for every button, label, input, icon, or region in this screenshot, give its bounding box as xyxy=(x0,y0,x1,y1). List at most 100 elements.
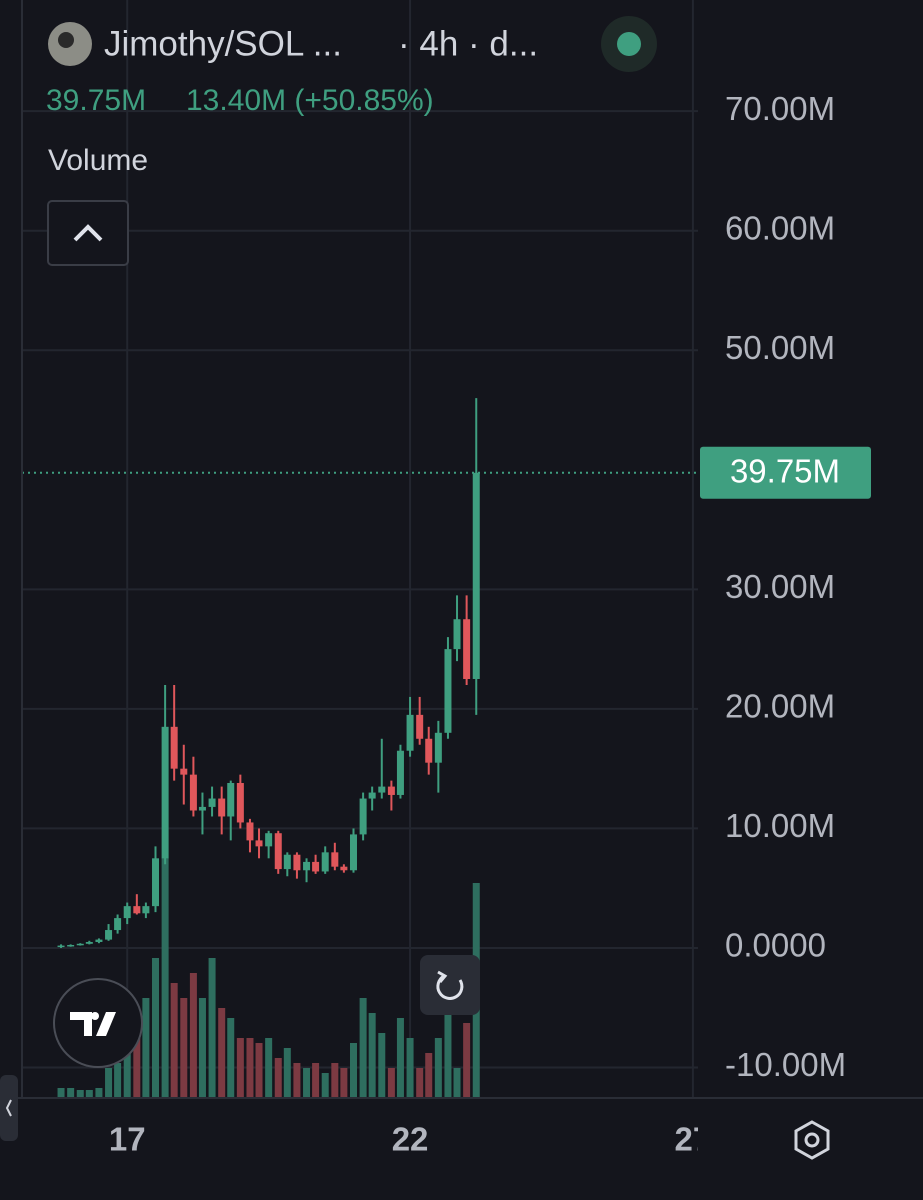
chevron-up xyxy=(73,224,103,242)
candle-body xyxy=(67,944,75,947)
volume-bar xyxy=(236,1038,244,1098)
volume-bar xyxy=(246,1038,254,1098)
candle-layer xyxy=(22,398,698,948)
candle-body xyxy=(152,858,160,907)
volume-bar xyxy=(349,1043,357,1098)
candle-body xyxy=(416,714,424,739)
last-price: 39.75M xyxy=(46,84,146,117)
x-tick-label: 27 xyxy=(675,1121,712,1158)
candle-body xyxy=(255,840,263,847)
volume-bar xyxy=(283,1048,291,1098)
volume-bar xyxy=(180,998,188,1098)
candle-body xyxy=(434,732,442,763)
volume-bar xyxy=(340,1068,348,1098)
candle-body xyxy=(180,768,188,775)
volume-bar xyxy=(152,958,160,1098)
volume-bar xyxy=(425,1053,433,1098)
volume-bar xyxy=(133,1028,141,1098)
volume-bar xyxy=(123,1038,131,1098)
candle-body xyxy=(378,786,386,793)
volume-bar xyxy=(453,1068,461,1098)
pair-name[interactable]: Jimothy/SOL ... xyxy=(104,24,342,63)
volume-bar xyxy=(368,1013,376,1098)
volume-bar xyxy=(265,1038,273,1098)
volume-bar xyxy=(444,1003,452,1098)
candle-body xyxy=(425,738,433,763)
reset-button[interactable] xyxy=(420,955,480,1015)
side-tab[interactable] xyxy=(0,1075,18,1141)
volume-bar xyxy=(463,1023,471,1098)
candle-body xyxy=(198,806,206,811)
settings-icon-center xyxy=(804,1132,820,1148)
tv-logo-mark xyxy=(70,1012,116,1036)
candle-body xyxy=(57,945,65,948)
candle-body xyxy=(170,726,178,769)
candle-body xyxy=(444,649,452,733)
indicator-name: Volume xyxy=(48,144,148,177)
x-tick-label: 22 xyxy=(392,1121,429,1158)
candle-body xyxy=(208,798,216,807)
volume-bar xyxy=(274,1058,282,1098)
volume-bar xyxy=(321,1073,329,1098)
candle-body xyxy=(359,798,367,835)
volume-bar xyxy=(189,973,197,1098)
candle-body xyxy=(85,941,93,944)
candle-body xyxy=(142,906,150,914)
volume-bar xyxy=(170,983,178,1098)
volume-bar xyxy=(218,1008,226,1098)
interval[interactable]: · 4h · d... xyxy=(398,24,538,63)
candle-body xyxy=(340,866,348,871)
last-price-badge xyxy=(700,446,871,499)
candle-body xyxy=(463,619,471,680)
candle-body xyxy=(312,861,320,872)
x-axis: 17 22 27 xyxy=(109,1121,712,1158)
candle-body xyxy=(227,783,235,817)
candle-body xyxy=(114,918,122,931)
candle-body xyxy=(303,861,311,871)
volume-bar xyxy=(161,858,169,1098)
volume-bar xyxy=(255,1043,263,1098)
x-tick-label: 17 xyxy=(109,1121,146,1158)
candle-body xyxy=(133,906,141,914)
candle-body xyxy=(189,774,197,811)
candle-body xyxy=(331,852,339,867)
candle-body xyxy=(218,798,226,817)
volume-bar xyxy=(406,1038,414,1098)
volume-bar xyxy=(76,1090,84,1098)
volume-bar xyxy=(416,1068,424,1098)
avatar-figure xyxy=(58,32,74,48)
volume-bar xyxy=(396,1018,404,1098)
settings-icon[interactable] xyxy=(794,1120,830,1160)
candle-body xyxy=(406,714,414,751)
candle-body xyxy=(246,822,254,841)
volume-bar xyxy=(303,1068,311,1098)
volume-bar xyxy=(57,1088,65,1098)
candle-body xyxy=(265,833,273,847)
candle-body xyxy=(105,930,113,940)
y-tick-label: 0.0000 xyxy=(725,927,826,964)
y-tick-label: 60.00M xyxy=(725,209,835,246)
volume-bar xyxy=(331,1063,339,1098)
candle-body xyxy=(349,834,357,871)
candle-body xyxy=(236,783,244,823)
collapse-button[interactable] xyxy=(47,200,129,266)
candle-body xyxy=(76,943,84,946)
volume-bar xyxy=(312,1063,320,1098)
volume-bar xyxy=(387,1068,395,1098)
y-tick-label: -10.00M xyxy=(725,1046,846,1083)
volume-bar xyxy=(359,998,367,1098)
candle-body xyxy=(453,619,461,650)
candle-body xyxy=(95,939,103,942)
tv-logo[interactable] xyxy=(53,978,143,1068)
volume-bar xyxy=(105,1068,113,1098)
tv-logo-dot xyxy=(91,1012,99,1020)
volume-bar xyxy=(142,998,150,1098)
candle-body xyxy=(274,833,282,870)
axes: -10.00M 0.0000 10.00M 20.00M 30.00M 50.00M 60.… xyxy=(725,90,846,1083)
price-change: 13.40M (+50.85%) xyxy=(186,84,434,117)
candle-body xyxy=(321,852,329,872)
y-tick-label: 50.00M xyxy=(725,329,835,366)
status-dot xyxy=(617,32,641,56)
